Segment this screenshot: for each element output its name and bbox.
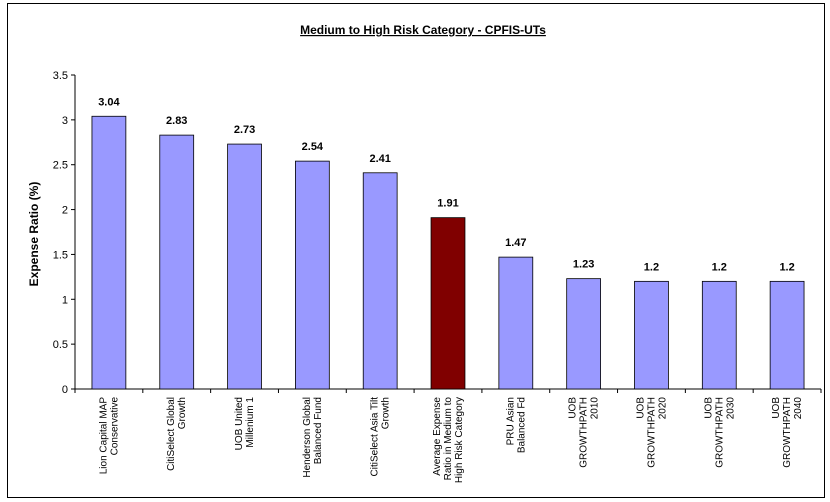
axes: 0 0.5 1 1.5 2 2.5 3 3.5 [53, 70, 822, 396]
chart-title: Medium to High Risk Category - CPFIS-UTs [300, 23, 546, 37]
data-label: 2.41 [369, 153, 390, 165]
data-label: 2.54 [302, 141, 324, 153]
y-tick-label: 3.5 [53, 70, 68, 82]
category-labels: Lion Capital MAP Conservative CitiSelect G… [98, 397, 804, 484]
data-label: 1.23 [573, 259, 594, 271]
y-tick-label: 3 [62, 115, 68, 127]
y-tick-label: 1 [62, 294, 68, 306]
category-label: Average Expense Ratio in Medium to High Ri… [432, 397, 465, 484]
data-label: 1.2 [644, 261, 659, 273]
category-label-line: 2010 [590, 397, 601, 420]
category-label-line: Conservative [109, 397, 120, 456]
category-label-line: Growth [177, 397, 188, 429]
category-label: CitiSelect Global Growth [166, 397, 188, 471]
category-label: Henderson Global Balanced Fund [302, 397, 324, 478]
category-label-line: 2040 [793, 397, 804, 420]
bar-chart: Medium to High Risk Category - CPFIS-UTs… [27, 23, 822, 484]
y-axis-label: Expense Ratio (%) [27, 182, 41, 287]
category-label: UOB GROWTHPATH 2020 [635, 397, 668, 468]
category-label-line: Balanced Fd [516, 397, 527, 453]
category-label-line: GROWTHPATH [579, 397, 590, 468]
category-label-line: UOB [703, 397, 714, 419]
y-tick-label: 2 [62, 205, 68, 217]
category-label: PRU Asian Balanced Fd [505, 397, 527, 453]
category-label-line: CitiSelect Asia Tilt [370, 397, 381, 477]
bar [498, 256, 534, 390]
bar [634, 280, 669, 390]
y-tick-label: 0.5 [53, 339, 68, 351]
category-label-line: Growth [381, 397, 392, 429]
bar [362, 172, 398, 390]
data-label: 1.2 [779, 261, 794, 273]
category-label: UOB GROWTHPATH 2010 [568, 397, 601, 468]
bar [769, 280, 805, 390]
data-label: 1.91 [437, 198, 458, 210]
category-label-line: 2020 [657, 397, 668, 420]
category-label-line: Ratio in Medium to [443, 397, 454, 481]
category-label: UOB United Millenium 1 [234, 397, 256, 451]
bar [227, 143, 262, 390]
data-label: 1.47 [505, 237, 526, 249]
bar [701, 280, 737, 390]
bar [295, 160, 330, 390]
category-label-line: UOB [635, 397, 646, 419]
category-label: Lion Capital MAP Conservative [98, 397, 120, 475]
category-label-line: UOB [771, 397, 782, 419]
data-label: 1.2 [712, 261, 727, 273]
bar [159, 134, 195, 390]
category-label-line: UOB United [234, 397, 245, 450]
category-label: CitiSelect Asia Tilt Growth [370, 397, 392, 477]
y-tick-label: 0 [62, 384, 68, 396]
y-tick-label: 1.5 [53, 249, 68, 261]
y-tick-label: 2.5 [53, 160, 68, 172]
category-label-line: GROWTHPATH [782, 397, 793, 468]
category-label-line: Lion Capital MAP [98, 397, 109, 475]
bars [91, 115, 805, 390]
bar [566, 278, 601, 390]
bar [430, 217, 466, 390]
chart-frame: Medium to High Risk Category - CPFIS-UTs… [7, 3, 825, 498]
category-label-line: GROWTHPATH [646, 397, 657, 468]
category-label-line: Balanced Fund [313, 397, 324, 464]
data-label: 2.73 [234, 124, 255, 136]
category-label-line: Millenium 1 [245, 397, 256, 448]
category-label-line: 2030 [725, 397, 736, 420]
category-label-line: PRU Asian [505, 397, 516, 445]
category-label-line: High Risk Category [454, 397, 465, 483]
category-label-line: Henderson Global [302, 397, 313, 478]
category-label-line: GROWTHPATH [714, 397, 725, 468]
category-label-line: CitiSelect Global [166, 397, 177, 471]
data-label: 3.04 [98, 96, 120, 108]
category-label: UOB GROWTHPATH 2030 [703, 397, 736, 468]
data-labels: 3.04 2.83 2.73 2.54 2.41 1.91 1.47 1.23 1.2 1.2 1.… [98, 96, 795, 273]
category-label-line: Average Expense [432, 397, 443, 476]
category-label: UOB GROWTHPATH 2040 [771, 397, 804, 468]
bar [91, 115, 127, 390]
data-label: 2.83 [166, 115, 187, 127]
category-label-line: UOB [568, 397, 579, 419]
